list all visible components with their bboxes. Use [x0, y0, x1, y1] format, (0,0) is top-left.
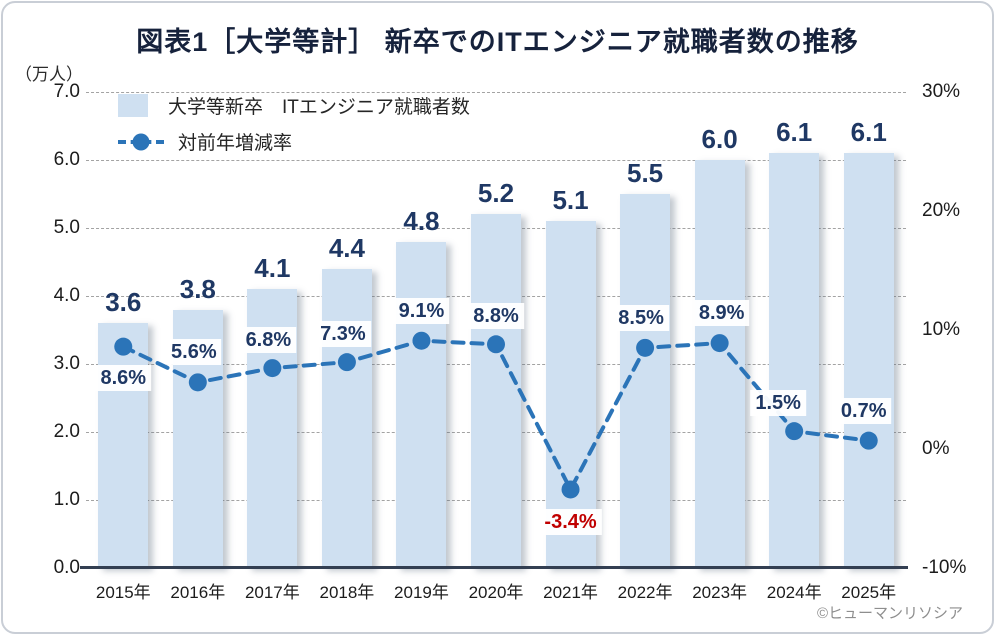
bar: [471, 214, 521, 568]
legend-item-line-series: 対前年増減率: [118, 128, 470, 155]
bar-value-label: 4.1: [254, 253, 291, 284]
left-axis-tick: 4.0: [53, 285, 80, 306]
point-label: 7.3%: [315, 321, 371, 348]
right-axis-tick: -10%: [922, 557, 967, 578]
line-series-dot-icon: [132, 133, 150, 150]
x-axis-label: 2022年: [617, 583, 673, 602]
trend-point: [263, 359, 282, 378]
left-axis-tick: 2.0: [53, 421, 80, 442]
bar-value-label: 3.6: [105, 287, 142, 318]
copyright-text: ©ヒューマンリソシア: [816, 605, 963, 622]
trend-point: [412, 331, 431, 350]
point-label: 8.8%: [468, 303, 524, 330]
point-label: 8.6%: [95, 364, 152, 391]
trend-line-svg: [114, 331, 878, 499]
bar-value-label: 6.1: [776, 117, 813, 148]
point-label: 6.8%: [240, 327, 297, 354]
bar-value-label: 5.1: [552, 185, 589, 216]
bar-value-label: 5.2: [477, 178, 515, 209]
bar: [769, 153, 820, 568]
trend-point: [337, 353, 356, 372]
bar-value-label: 3.8: [179, 273, 216, 304]
point-label: 5.6%: [166, 339, 222, 366]
bar: [396, 241, 447, 568]
x-axis-label: 2021年: [543, 583, 598, 602]
gridline: [86, 91, 906, 93]
left-axis-tick: 5.0: [53, 217, 80, 238]
trend-point: [561, 480, 580, 499]
x-axis-label: 2023年: [692, 583, 748, 602]
point-label: 8.5%: [613, 304, 669, 331]
trend-point: [188, 373, 207, 392]
x-axis-label: 2017年: [244, 583, 300, 602]
bar-value-label: 6.1: [850, 117, 887, 148]
legend-label-line-series: 対前年増減率: [178, 133, 293, 154]
bar-value-label: 4.4: [328, 232, 365, 263]
point-label: 0.7%: [835, 397, 892, 424]
right-axis-tick: 0%: [922, 438, 950, 459]
x-axis-label: 2024年: [766, 583, 822, 602]
left-axis-tick: 7.0: [53, 81, 80, 102]
bar-series-swatch-icon: [118, 94, 148, 117]
trend-point: [710, 334, 729, 353]
legend-item-bar-series: 大学等新卒 ITエンジニア就職者数: [118, 92, 470, 119]
trend-point: [859, 431, 878, 450]
right-axis-tick: 30%: [922, 81, 961, 102]
point-label: -3.4%: [539, 509, 602, 536]
bar: [321, 268, 372, 568]
trend-point: [487, 335, 505, 354]
x-axis-line: [80, 566, 908, 569]
bar: [843, 153, 894, 568]
bar-value-label: 4.8: [403, 205, 440, 236]
point-label: 9.1%: [393, 297, 450, 324]
left-axis-unit-label: （万人）: [15, 65, 83, 84]
line-series-marker-icon: [118, 133, 164, 150]
bar-value-label: 6.0: [701, 124, 738, 154]
right-axis-tick: 20%: [922, 200, 961, 221]
bar: [98, 323, 149, 568]
trend-point: [636, 338, 655, 357]
x-axis-label: 2020年: [468, 583, 524, 602]
left-axis-tick: 0.0: [53, 557, 80, 578]
x-axis-label: 2015年: [95, 583, 151, 602]
trend-point: [114, 337, 133, 356]
legend: 大学等新卒 ITエンジニア就職者数 対前年増減率: [118, 92, 470, 164]
point-label: 1.5%: [750, 390, 806, 417]
trend-point: [785, 422, 804, 441]
left-axis-tick: 3.0: [53, 353, 80, 374]
chart-title: 図表1［大学等計］ 新卒でのITエンジニア就職者数の推移: [136, 27, 859, 57]
point-label: 8.9%: [693, 300, 750, 327]
x-axis-label: 2025年: [841, 583, 897, 602]
left-axis-tick: 1.0: [53, 489, 80, 510]
gridline: [86, 159, 906, 161]
legend-label-bar-series: 大学等新卒 ITエンジニア就職者数: [168, 97, 470, 118]
x-axis-label: 2016年: [170, 583, 226, 602]
x-axis-label: 2018年: [319, 583, 375, 602]
right-axis-tick: 10%: [922, 319, 961, 340]
bar-value-label: 5.5: [627, 158, 664, 188]
left-axis-tick: 6.0: [53, 149, 80, 170]
x-axis-label: 2019年: [394, 583, 449, 602]
plot-area: 7.0 6.0 5.0 4.0 3.0 2.0 1.0 0.0 30% 20% 10% 0% -10% 3…: [54, 81, 967, 602]
